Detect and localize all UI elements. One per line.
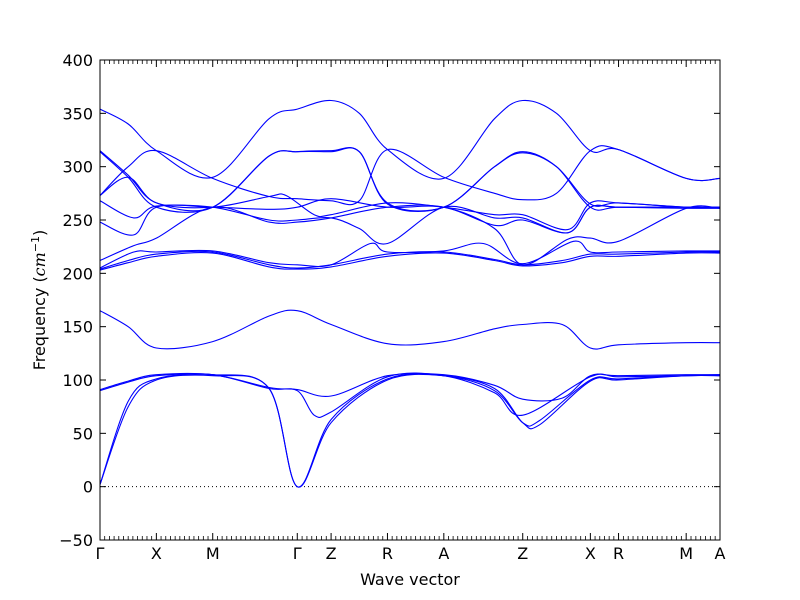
- x-tick-label: Γ: [96, 544, 105, 563]
- y-tick-label: 100: [62, 371, 93, 390]
- y-tick-label: 300: [62, 158, 93, 177]
- band-line-2: [99, 373, 721, 488]
- band-lines-layer: [99, 99, 721, 488]
- x-tick-label: X: [585, 544, 596, 563]
- band-line-10: [99, 198, 720, 236]
- y-tick-label: 200: [62, 264, 93, 283]
- band-line-8: [99, 240, 721, 269]
- y-tick-label: −50: [59, 531, 93, 550]
- x-tick-label: X: [151, 544, 162, 563]
- x-tick-label: M: [206, 544, 220, 563]
- x-tick-label: Z: [517, 544, 528, 563]
- band-line-5: [99, 309, 721, 350]
- x-tick-label: A: [715, 544, 726, 563]
- y-axis-label: Frequency (cm−1): [29, 230, 50, 371]
- plot-frame: [99, 59, 721, 541]
- y-tick-label: 350: [62, 104, 93, 123]
- y-axis-unit-open: (: [30, 276, 49, 287]
- band-line-4: [99, 372, 721, 402]
- y-tick-label: 250: [62, 211, 93, 230]
- y-tick-label: 400: [62, 51, 93, 70]
- band-line-16: [99, 145, 721, 206]
- x-tick-label: A: [438, 544, 449, 563]
- band-line-13: [99, 147, 720, 213]
- y-tick-label: 50: [73, 424, 93, 443]
- x-tick-label: Z: [326, 544, 337, 563]
- y-tick-label: 150: [62, 318, 93, 337]
- band-line-1: [99, 373, 721, 488]
- x-tick-label: R: [382, 544, 393, 563]
- band-line-11: [99, 200, 721, 245]
- x-tick-label: Γ: [293, 544, 302, 563]
- y-axis-unit-base: cm: [30, 252, 49, 276]
- y-axis-unit-close: ): [30, 230, 49, 236]
- x-tick-label: M: [679, 544, 693, 563]
- x-axis-label: Wave vector: [360, 570, 460, 589]
- y-axis-unit-exp: −1: [29, 236, 42, 252]
- band-line-9: [99, 204, 721, 266]
- x-tick-label: R: [613, 544, 624, 563]
- band-line-14: [99, 147, 721, 212]
- y-tick-label: 0: [83, 478, 93, 497]
- band-line-6: [99, 252, 721, 271]
- y-axis-label-text: Frequency: [30, 288, 49, 371]
